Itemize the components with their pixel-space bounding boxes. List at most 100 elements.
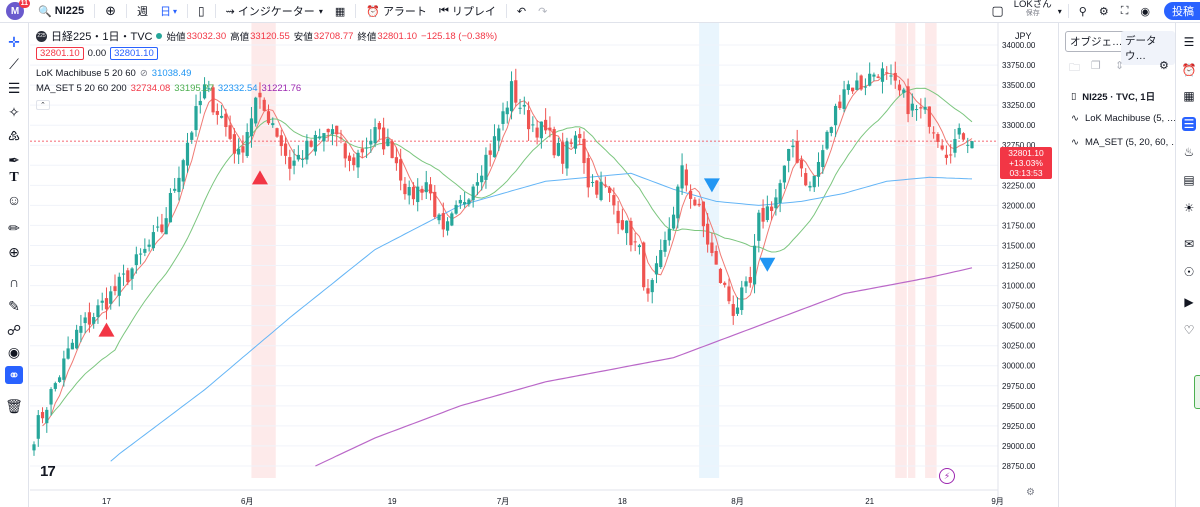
notifications-icon[interactable]: ♡: [1183, 323, 1195, 337]
lock-icon[interactable]: ☍: [6, 321, 22, 338]
text-tool-icon[interactable]: T: [9, 170, 19, 185]
axis-settings-icon[interactable]: ⚙: [1026, 487, 1035, 498]
layout-select-button[interactable]: ▢: [985, 0, 1009, 22]
magnet-icon[interactable]: ∩: [8, 274, 20, 290]
indicator2-ma20: 33195.27: [174, 83, 214, 94]
play-icon[interactable]: ▶: [1184, 295, 1194, 309]
settings-button[interactable]: ⚙: [1093, 0, 1115, 22]
interval-week[interactable]: 週: [136, 6, 148, 18]
tree-item-indicator-1[interactable]: ∿ LoK Machibuse (5, …: [1071, 113, 1176, 124]
candle-body: [40, 412, 45, 419]
hotlists-icon[interactable]: ♨: [1183, 145, 1195, 159]
wave-icon: ∿: [1071, 113, 1079, 124]
candle-body: [463, 202, 467, 205]
candle-body: [279, 135, 283, 147]
low-label: 安値: [293, 32, 313, 43]
tab-object-tree[interactable]: オブジェ…: [1065, 31, 1128, 52]
ruler-icon[interactable]: ✏: [8, 219, 20, 236]
replay-button[interactable]: ⏮ リプレイ: [433, 0, 502, 22]
candle-body: [198, 100, 202, 106]
interval-day[interactable]: 日 ▾: [154, 0, 183, 22]
alerts-icon[interactable]: ⏰: [1181, 63, 1197, 77]
legend-title[interactable]: 日経225・1日・TVC: [51, 31, 153, 43]
candle-body: [467, 199, 471, 205]
chart-pane[interactable]: 28750.00 29000.00 29250.00 29500.00 29750.00…: [30, 23, 1056, 507]
zoom-in-icon[interactable]: ⊕: [8, 243, 20, 260]
candle-body: [497, 128, 501, 141]
search-icon: ⚲: [1078, 5, 1087, 18]
trash-icon[interactable]: 🗑: [5, 397, 23, 414]
user-menu[interactable]: LOKさん 保存: [1010, 0, 1056, 22]
copy-icon[interactable]: ❐: [1091, 60, 1101, 72]
chevron-down-icon: ▾: [318, 6, 323, 16]
chart-type-button[interactable]: ▯: [192, 0, 211, 22]
legend-collapse[interactable]: ⌃: [36, 100, 50, 110]
chevron-down-icon: ▾: [172, 6, 177, 16]
tree-settings-icon[interactable]: ⚙: [1159, 60, 1169, 72]
candle-body: [445, 221, 450, 231]
candle-body: [390, 141, 394, 159]
tradingview-logo[interactable]: 17: [40, 463, 56, 480]
undo-button[interactable]: ↶: [511, 0, 532, 22]
candle-body: [202, 84, 207, 99]
object-tree-icon[interactable]: ☰: [1182, 117, 1196, 131]
user-menu-chevron[interactable]: ▾: [1056, 0, 1064, 22]
legend-indicator-1[interactable]: LoK Machibuse 5 20 60 ⊘ 31038.49: [36, 68, 191, 79]
forecast-icon[interactable]: ♷: [7, 127, 21, 144]
ma200-line: [315, 267, 973, 467]
lightning-icon[interactable]: ⚡: [939, 468, 955, 484]
alert-button[interactable]: ⏰ アラート: [360, 0, 433, 22]
templates-button[interactable]: ▦: [329, 0, 351, 22]
eye-icon[interactable]: ◉: [7, 343, 21, 360]
trendline-icon[interactable]: ⟋: [9, 55, 19, 72]
calendar-icon[interactable]: ▤: [1183, 173, 1195, 187]
snapshot-button[interactable]: ◉: [1134, 0, 1156, 22]
new-group-icon[interactable]: 🗀: [1069, 62, 1080, 74]
candles-icon: ▯: [1071, 90, 1077, 102]
candle-body: [258, 92, 262, 98]
chat-icon[interactable]: ✉: [1183, 237, 1195, 251]
currency-label[interactable]: JPY: [1015, 31, 1032, 41]
horizontal-lines-icon[interactable]: ☰: [7, 79, 21, 96]
candle-body: [791, 145, 795, 148]
user-name: LOKさん: [1013, 0, 1052, 10]
candle-body: [740, 287, 744, 311]
help-button[interactable]: [1194, 375, 1200, 409]
fullscreen-button[interactable]: ⛶: [1115, 0, 1135, 22]
app-logo[interactable]: M 11: [6, 0, 30, 20]
pattern-icon[interactable]: ✧: [8, 103, 20, 120]
redo-button[interactable]: ↷: [532, 0, 553, 22]
tree-item-indicator-2[interactable]: ∿ MA_SET (5, 20, 60, …: [1071, 137, 1180, 148]
watchlist-icon[interactable]: ☰: [1183, 35, 1195, 49]
tab-data-window[interactable]: データウ…: [1121, 31, 1175, 65]
indicators-button[interactable]: ⇝ インジケーター ▾: [220, 0, 329, 22]
emoji-icon[interactable]: ☺: [6, 192, 22, 208]
data-window-icon[interactable]: ▦: [1183, 89, 1195, 103]
ideas-icon[interactable]: ☀: [1183, 201, 1195, 215]
bid-button[interactable]: 32801.10: [36, 47, 84, 60]
candle-body: [774, 197, 778, 209]
change-value: −125.18 (−0.38%): [421, 30, 498, 42]
legend-indicator-2[interactable]: MA_SET 5 20 60 200 32734.08 33195.27 323…: [36, 83, 301, 94]
candle-body: [659, 250, 663, 268]
close-label: 終値: [357, 32, 377, 43]
candle-body: [283, 143, 288, 156]
compare-button[interactable]: ⊕: [99, 0, 122, 22]
quick-search-button[interactable]: ⚲: [1073, 0, 1093, 22]
price-chart[interactable]: 28750.00 29000.00 29250.00 29500.00 29750.00…: [30, 23, 1056, 507]
sort-icon[interactable]: ⇕: [1115, 60, 1125, 72]
candle-body: [301, 158, 305, 160]
price-tick-label: 32000.00: [1002, 201, 1036, 210]
link-icon[interactable]: ⚭: [5, 366, 23, 384]
streams-icon[interactable]: ☉: [1183, 265, 1195, 279]
lock-drawings-icon[interactable]: ✎: [8, 297, 20, 314]
brush-icon[interactable]: ✒: [8, 151, 20, 168]
ask-button[interactable]: 32801.10: [110, 47, 158, 60]
tree-item-main-series[interactable]: ▯ NI225 · TVC, 1日: [1071, 89, 1155, 104]
symbol-search[interactable]: 🔍 NI225: [32, 0, 90, 22]
crosshair-icon[interactable]: ✛: [8, 33, 20, 50]
candle-body: [637, 245, 642, 248]
candle-body: [531, 124, 535, 126]
link-icon: ⊘: [139, 68, 148, 79]
publish-button[interactable]: 投稿: [1164, 2, 1200, 20]
